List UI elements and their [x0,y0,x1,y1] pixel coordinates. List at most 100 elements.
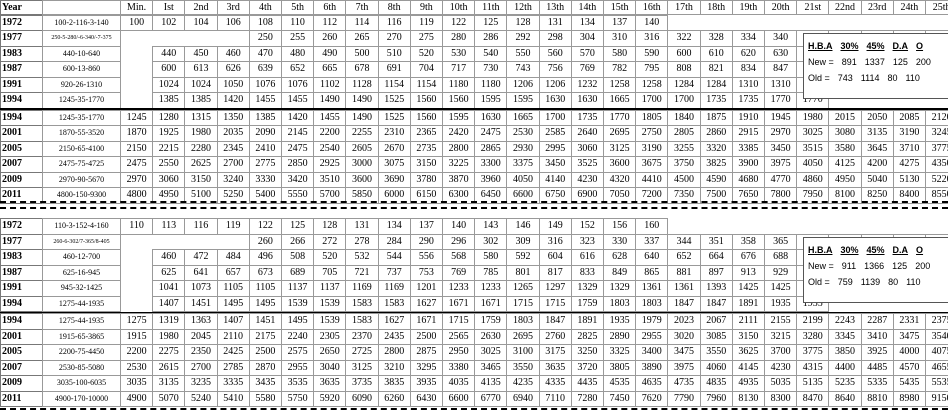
dashed-separator [0,207,948,209]
value-cell: 255 [281,30,315,47]
scale-cell: 250-5-280/-6-340/-7-375 [42,30,121,47]
value-cell: 5750 [281,390,315,407]
value-cell: 149 [538,218,572,235]
allowance-value: 125 [892,260,908,271]
value-cell: 4770 [764,171,798,188]
value-cell: 3080 [828,125,862,142]
value-cell: 3720 [570,359,604,376]
value-cell: 266 [281,233,315,250]
value-cell: 1425 [764,280,798,297]
value-cell: 2860 [699,125,733,142]
value-cell: 1275 [120,313,154,330]
value-cell: 2111 [731,313,765,330]
value-cell: 2800 [377,344,411,361]
value-cell: 4140 [538,171,572,188]
value-cell: 2805 [667,125,701,142]
allowance-row: Old = 743 1114 80 110 [808,70,948,86]
value-cell: 2700 [216,156,250,173]
value-cell: 1847 [667,295,701,312]
value-cell: 604 [538,249,572,266]
value-cell: 2565 [442,328,476,345]
value-cell: 1073 [184,280,218,297]
value-cell: 3975 [667,359,701,376]
allowance-value: 911 [841,260,857,271]
value-cell: 3635 [313,375,347,392]
value-cell: 316 [538,233,572,250]
allowance-box: H.B.A 30% 45% D.A O New = 891 1337 125 200 Old = 74… [803,33,948,99]
value-cell: 630 [764,45,798,62]
value-cell: 460 [216,45,250,62]
value-cell: 3345 [828,328,862,345]
value-cell: 1630 [474,109,508,126]
value-cell: 1233 [442,280,476,297]
value-cell: 1525 [377,92,411,109]
header-cell: 25th [925,0,948,15]
value-cell: 1076 [248,76,282,93]
value-cell: 500 [345,45,379,62]
scale-cell: 2200-75-4450 [42,344,121,361]
value-cell: 3255 [667,140,701,157]
value-cell: 1137 [313,280,347,297]
value-cell: 1805 [635,109,669,126]
value-cell: 1105 [216,280,250,297]
value-cell: 2145 [281,125,315,142]
value-cell: 3060 [152,171,186,188]
header-cell: 19th [731,0,765,15]
value-cell: 1583 [377,295,411,312]
value-cell: 3035 [120,375,154,392]
header-cell: 16th [635,0,669,15]
value-cell: 140 [635,14,669,31]
value-cell: 4075 [925,344,948,361]
scale-cell: 2150-65-4100 [42,140,121,157]
value-cell: 1735 [570,109,604,126]
value-cell: 520 [409,45,443,62]
value-cell: 3645 [860,140,894,157]
value-cell: 2331 [892,313,926,330]
year-cell: 2005 [0,140,43,157]
value-cell: 328 [699,30,733,47]
value-cell: 1420 [281,109,315,126]
value-cell: 1945 [764,109,798,126]
scale-cell: 2970-90-5670 [42,171,121,188]
value-cell: 1455 [248,92,282,109]
value-cell: 3385 [731,140,765,157]
header-cell: 14th [570,0,604,15]
value-cell: 689 [281,264,315,281]
value-cell: 4035 [442,375,476,392]
value-cell: 5040 [860,171,894,188]
value-cell: 1891 [570,313,604,330]
section-divider [0,311,948,314]
value-cell: 4315 [796,359,830,376]
value-cell: 125 [474,14,508,31]
value-cell: 753 [409,264,443,281]
value-cell: 6260 [377,390,411,407]
value-cell: 1407 [152,295,186,312]
allowance-value: New = [808,57,834,67]
value-cell: 1627 [409,295,443,312]
value-cell: 1915 [120,328,154,345]
value-cell: 849 [603,264,637,281]
value-cell: 1451 [248,313,282,330]
value-cell: 1076 [281,76,315,93]
allowance-value: 110 [905,73,920,83]
value-cell: 1560 [442,92,476,109]
value-cell: 1803 [603,295,637,312]
year-cell: 2007 [0,359,43,376]
value-cell: 3925 [860,344,894,361]
value-cell: 3235 [184,375,218,392]
value-cell: 2785 [216,359,250,376]
value-cell: 2310 [377,125,411,142]
value-cell: 2930 [506,140,540,157]
value-cell: 3775 [925,140,948,157]
value-cell: 292 [506,30,540,47]
value-cell: 2825 [570,328,604,345]
value-cell: 3060 [570,140,604,157]
value-cell: 3190 [635,140,669,157]
value-cell: 119 [216,218,250,235]
value-cell: 3475 [667,344,701,361]
value-cell: 9150 [925,390,948,407]
value-cell: 113 [152,218,186,235]
value-cell: 613 [184,61,218,78]
header-cell: 18th [699,0,733,15]
